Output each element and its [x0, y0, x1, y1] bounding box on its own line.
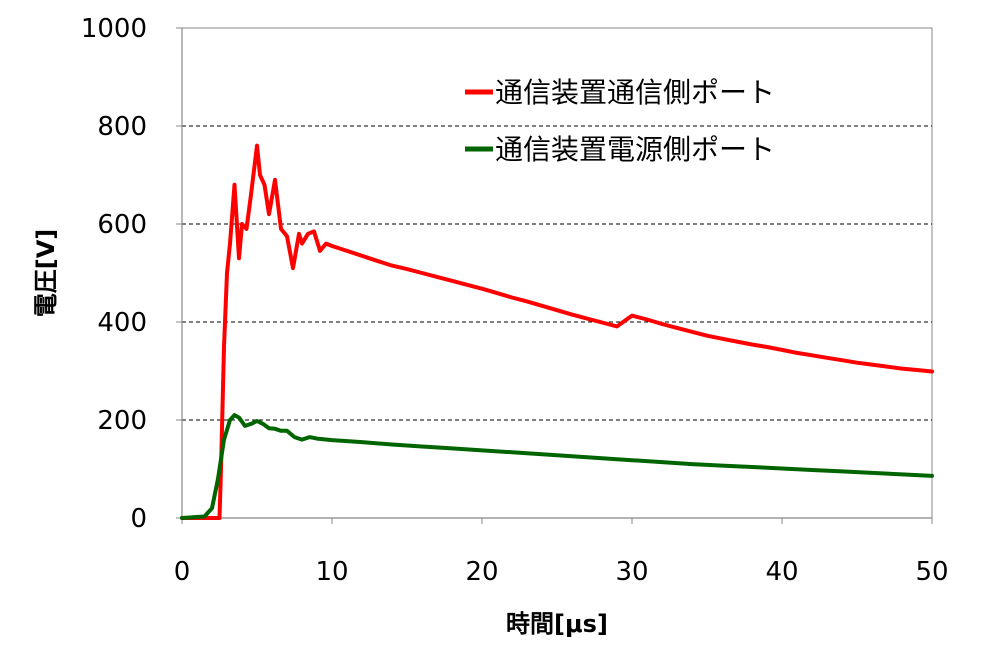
y-tick-label: 800: [97, 112, 147, 142]
gridlines: [182, 125, 932, 421]
x-tick-label: 30: [615, 557, 648, 587]
series-line-1: [180, 143, 934, 520]
x-tick-label: 40: [765, 557, 798, 587]
x-tick-label: 10: [315, 557, 348, 587]
legend-label-1: 通信装置通信側ポート: [495, 76, 775, 109]
x-tick-label: 50: [915, 557, 948, 587]
y-tick-label: 400: [97, 308, 147, 338]
y-axis-title: 電圧[V]: [32, 229, 60, 318]
x-tick-label: 20: [465, 557, 498, 587]
series-lines: [180, 143, 934, 520]
x-axis-title: 時間[μs]: [506, 610, 608, 638]
axes: [176, 27, 933, 524]
series-line-2: [180, 413, 934, 520]
y-tick-labels: 0 200 400 600 800 1000: [81, 14, 147, 534]
x-tick-labels: 0 10 20 30 40 50: [174, 557, 949, 587]
legend-label-2: 通信装置電源側ポート: [495, 133, 775, 166]
y-tick-label: 1000: [81, 14, 147, 44]
y-tick-label: 600: [97, 210, 147, 240]
y-tick-label: 0: [130, 504, 147, 534]
y-tick-label: 200: [97, 406, 147, 436]
x-tick-label: 0: [174, 557, 191, 587]
